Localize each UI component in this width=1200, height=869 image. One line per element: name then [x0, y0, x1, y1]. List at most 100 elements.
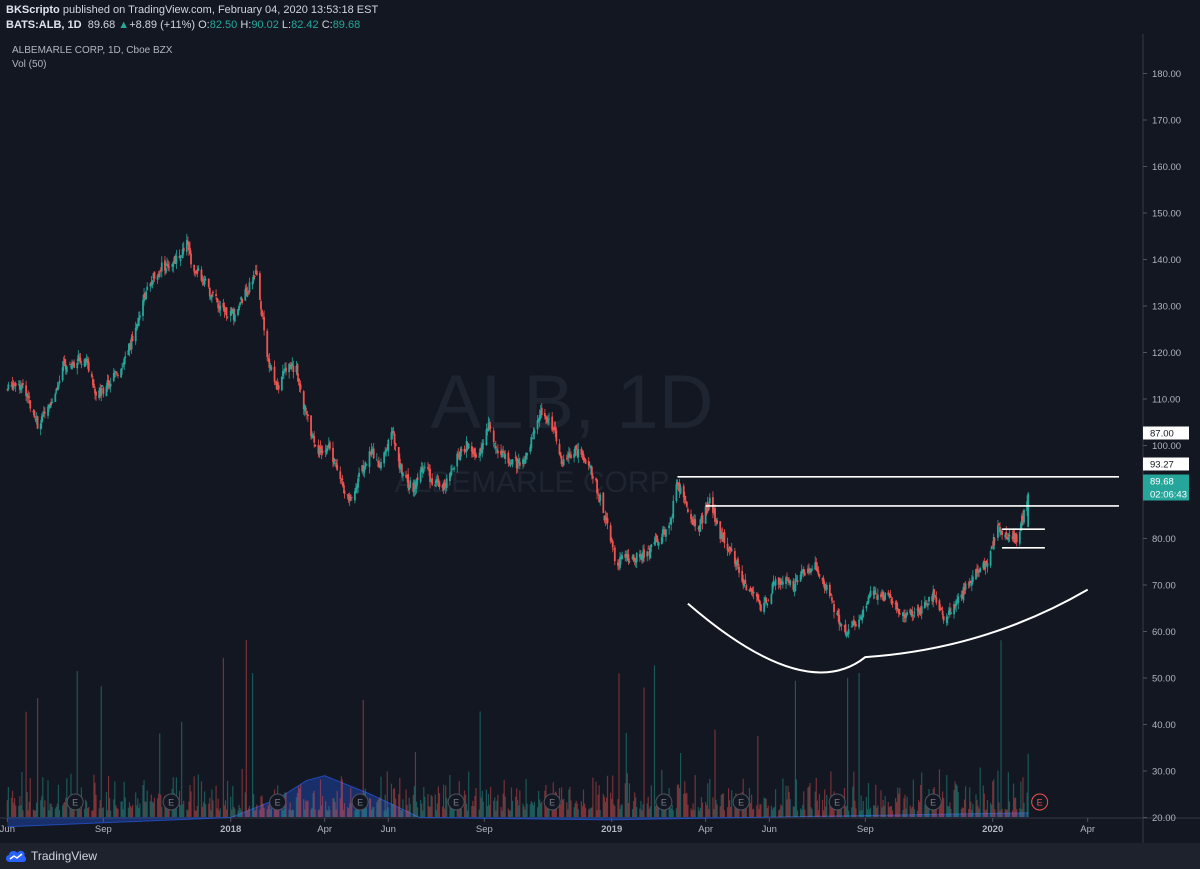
cup-curve — [687, 588, 1089, 674]
candle-body — [217, 303, 220, 309]
volume-bar — [94, 782, 96, 817]
volume-bar — [65, 797, 67, 817]
candle-body — [808, 568, 810, 572]
volume-bar — [402, 799, 404, 817]
candle-body — [969, 581, 972, 583]
volume-bar — [924, 804, 926, 817]
volume-bar — [165, 807, 167, 817]
candle-body — [904, 613, 906, 619]
candle-body — [343, 490, 346, 494]
volume-bar — [691, 810, 693, 817]
x-tick-label: Apr — [698, 824, 713, 835]
volume-bar — [361, 806, 363, 817]
y-tick-label: 60.00 — [1152, 627, 1176, 638]
candle-body — [63, 359, 66, 364]
author-name[interactable]: BKScripto — [6, 4, 60, 16]
volume-bar — [424, 796, 426, 817]
candle-body — [35, 418, 38, 421]
candle-body — [146, 286, 149, 290]
volume-legend[interactable]: Vol (50) — [12, 59, 47, 70]
candle-body — [325, 448, 328, 454]
candle-body — [786, 577, 788, 579]
volume-bar — [379, 797, 381, 817]
candle-body — [619, 556, 621, 568]
volume-bar — [372, 807, 374, 817]
candle-body — [165, 268, 167, 273]
candle-body — [102, 387, 105, 394]
candle-body — [720, 531, 723, 539]
candle-body — [394, 443, 397, 447]
candle-body — [224, 308, 227, 310]
candle-body — [997, 525, 999, 538]
candle-body — [777, 577, 780, 585]
tradingview-logo[interactable]: TradingView — [6, 848, 97, 864]
volume-bar — [787, 785, 789, 817]
candle-body — [573, 453, 576, 458]
volume-bar — [948, 806, 950, 817]
candle-body — [510, 463, 513, 464]
candle-body — [310, 415, 312, 437]
candle-body — [656, 538, 659, 543]
volume-bar — [708, 809, 710, 817]
volume-bar — [319, 779, 322, 817]
candle-body — [778, 579, 781, 585]
candle-body — [253, 275, 256, 277]
volume-bar — [736, 808, 738, 817]
candle-body — [57, 385, 60, 389]
candle-body — [897, 609, 900, 614]
candle-body — [397, 447, 400, 462]
candle-body — [975, 569, 977, 580]
volume-bar — [248, 805, 251, 817]
volume-bar — [116, 807, 118, 817]
candle-body — [850, 626, 853, 628]
volume-bar — [246, 810, 248, 817]
candle-body — [569, 454, 571, 456]
volume-bar — [11, 790, 14, 817]
candle-body — [613, 547, 616, 562]
volume-bar — [1027, 753, 1029, 817]
candle-body — [939, 609, 942, 611]
candle-body — [200, 269, 203, 281]
volume-bar — [490, 786, 492, 817]
volume-bar — [943, 797, 945, 817]
candle-body — [942, 616, 945, 621]
volume-bar — [1005, 809, 1007, 817]
candle-body — [422, 468, 425, 472]
candle-body — [172, 261, 175, 267]
volume-bar — [874, 805, 876, 817]
volume-bar — [210, 810, 212, 817]
volume-bar — [661, 769, 663, 817]
candle-body — [947, 610, 950, 616]
candle-body — [861, 616, 864, 620]
candle-body — [431, 478, 434, 485]
candle-body — [305, 411, 308, 415]
candle-body — [803, 572, 806, 576]
candle-body — [144, 292, 146, 298]
x-tick-label: Sep — [476, 824, 493, 835]
candle-body — [851, 621, 854, 627]
volume-bar — [348, 808, 350, 817]
volume-bar — [138, 808, 140, 817]
chart-legend-title[interactable]: ALBEMARLE CORP, 1D, Cboe BZX — [12, 45, 173, 56]
volume-bar — [592, 777, 594, 817]
candle-body — [627, 554, 630, 562]
volume-bar — [803, 791, 805, 817]
volume-bar — [658, 802, 660, 817]
volume-bar — [895, 797, 897, 817]
price-axis-label-bg — [1143, 487, 1189, 501]
candle-body — [423, 466, 426, 468]
candle-body — [664, 529, 666, 535]
volume-bar — [639, 808, 641, 817]
earnings-label: E — [661, 798, 667, 808]
candle-body — [90, 373, 93, 377]
candle-body — [231, 310, 234, 314]
y-tick-label: 120.00 — [1152, 348, 1181, 359]
candle-body — [219, 305, 222, 311]
candle-body — [350, 496, 353, 498]
candle-body — [635, 553, 638, 563]
volume-bar — [64, 801, 66, 817]
volume-bar — [758, 809, 760, 817]
volume-bar — [767, 805, 769, 817]
volume-bar — [58, 809, 61, 817]
